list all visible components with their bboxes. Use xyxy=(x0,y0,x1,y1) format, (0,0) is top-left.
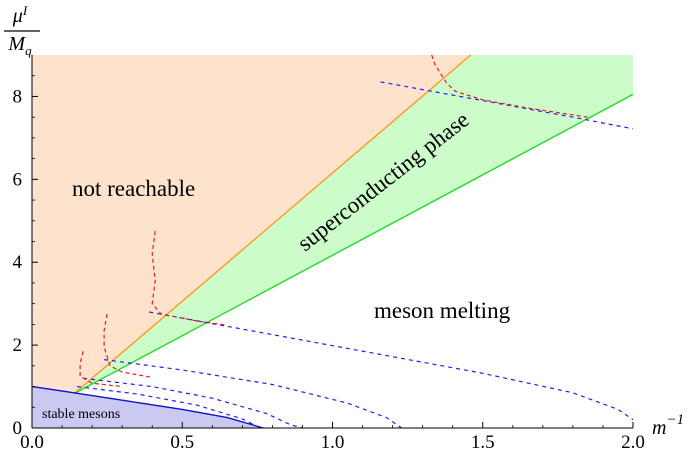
x-tick-label-1.0: 1.0 xyxy=(321,432,345,453)
x-tick-label-1.5: 1.5 xyxy=(471,432,495,453)
red-dashed-curve-3 xyxy=(103,313,153,378)
svg-text:μI: μI xyxy=(12,3,28,27)
y-tick-label-6: 6 xyxy=(13,169,23,190)
y-tick-label-2: 2 xyxy=(13,335,23,356)
orange-boundary-line xyxy=(73,54,472,395)
tick-marks: 0.0 0.5 1.0 1.5 2.0 0 2 4 6 8 xyxy=(13,75,645,453)
not-reachable-label: not reachable xyxy=(72,176,195,201)
svg-text:m−1: m−1 xyxy=(652,412,684,439)
blue-dashed-curve-1 xyxy=(149,311,634,421)
red-dashed-curve-1 xyxy=(431,54,588,118)
blue-dashed-curve-5 xyxy=(380,81,634,130)
dashed-curves xyxy=(77,54,634,429)
stable-mesons-boundary-line xyxy=(31,385,264,429)
meson-melting-label: meson melting xyxy=(374,298,511,323)
region-fills xyxy=(32,55,634,428)
red-dashed-curve-2 xyxy=(151,231,228,326)
y-tick-label-8: 8 xyxy=(13,86,23,107)
y-axis-label: μI Mq xyxy=(4,3,40,58)
x-tick-label-0.0: 0.0 xyxy=(20,432,44,453)
blue-dashed-curve-4 xyxy=(77,386,261,429)
y-tick-label-0: 0 xyxy=(13,418,23,439)
svg-text:Mq: Mq xyxy=(7,33,32,58)
y-tick-label-4: 4 xyxy=(13,252,23,273)
red-dashed-curve-4 xyxy=(79,351,123,388)
x-tick-label-0.5: 0.5 xyxy=(170,432,194,453)
blue-dashed-curve-2 xyxy=(104,359,402,429)
x-axis-label: m−1 xyxy=(652,412,684,439)
green-boundary-line xyxy=(73,93,634,395)
superconducting-region xyxy=(74,55,634,394)
boundary-lines xyxy=(31,54,634,429)
x-tick-label-2.0: 2.0 xyxy=(621,432,645,453)
stable-mesons-region xyxy=(32,386,264,428)
blue-dashed-curve-3 xyxy=(83,377,303,429)
stable-mesons-label: stable mesons xyxy=(42,407,120,422)
not-reachable-region xyxy=(32,55,471,394)
